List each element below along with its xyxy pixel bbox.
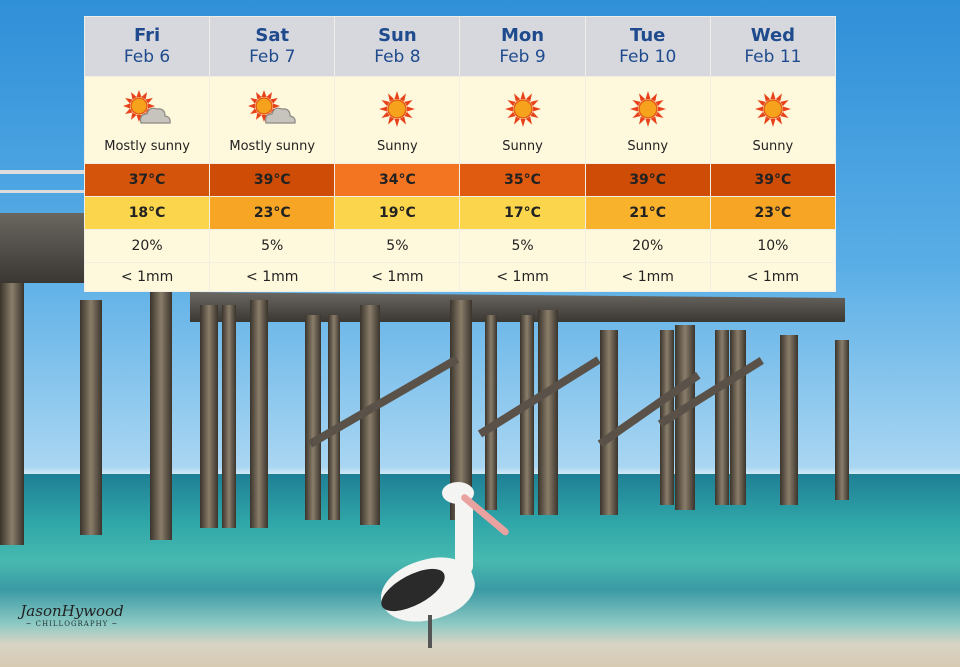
sun-cloud-icon [248,90,296,124]
day-name: Wed [750,24,796,46]
jetty-post [0,283,24,545]
max-temp: 37°C [83,163,211,197]
condition-cell: Sunny [334,76,461,164]
rain-chance: 20% [584,229,711,263]
rain-amount: < 1mm [459,262,586,292]
day-date: Feb 11 [744,46,802,67]
jetty-post [485,315,497,510]
day-header: Wed Feb 11 [709,16,837,77]
day-date: Feb 7 [249,46,296,67]
rain-amount: < 1mm [334,262,461,292]
day-date: Feb 6 [123,46,171,67]
condition-text: Mostly sunny [104,139,190,154]
rain-chance: 20% [83,229,211,263]
day-header: Sun Feb 8 [334,16,461,77]
jetty-post [835,340,849,500]
condition-cell: Mostly sunny [209,76,336,164]
day-header: Fri Feb 6 [83,16,211,77]
day-name: Fri [133,24,161,46]
min-temp: 19°C [334,196,461,230]
jetty-post [250,300,268,528]
jetty-post [675,325,695,510]
rain-chance: 5% [209,229,336,263]
condition-text: Sunny [377,139,418,154]
jetty-deck [0,213,84,283]
sun-icon [504,91,541,127]
min-temp: 17°C [459,196,586,230]
jetty-post [150,292,172,540]
day-header: Mon Feb 9 [459,16,586,77]
pelican-leg [428,615,432,648]
rain-chance: 5% [459,229,586,263]
max-temp: 35°C [459,163,586,197]
min-temp: 23°C [709,196,837,230]
day-header: Tue Feb 10 [584,16,711,77]
jetty-railing [0,170,84,174]
sun-icon [379,91,416,127]
rain-chance: 5% [334,229,461,263]
jetty-post [780,335,798,505]
jetty-post [200,305,218,528]
rain-chance: 10% [709,229,837,263]
day-date: Feb 10 [619,46,677,67]
min-temp: 23°C [209,196,336,230]
min-temp: 18°C [83,196,211,230]
condition-text: Sunny [752,139,794,154]
max-temp: 39°C [209,163,336,197]
jetty-post [80,300,102,535]
rain-amount: < 1mm [584,262,711,292]
condition-text: Sunny [502,139,543,154]
condition-text: Mostly sunny [229,139,316,154]
rain-amount: < 1mm [709,262,837,292]
day-name: Tue [630,24,666,46]
day-name: Sat [255,24,290,46]
jetty-post [600,330,618,515]
jetty-post [450,300,472,520]
condition-text: Sunny [627,139,669,154]
sun-icon [629,91,666,127]
forecast-table: Fri Feb 6 Sat Feb 7 Sun Feb 8 Mon Feb 9 Tue Feb 1… [83,16,837,292]
jetty-post [520,315,534,515]
day-header: Sat Feb 7 [209,16,336,77]
condition-cell: Sunny [459,76,586,164]
jetty-post [730,330,746,505]
condition-cell: Sunny [584,76,711,164]
pelican-neck [455,495,473,575]
day-name: Mon [501,24,545,46]
sun-cloud-icon [123,90,171,124]
watermark-logo: JasonHywood ~ CHILLOGRAPHY ~ [12,602,132,628]
watermark-name: JasonHywood [20,602,124,620]
sea [0,474,960,667]
jetty-post [360,305,380,525]
day-date: Feb 8 [374,46,421,67]
rain-amount: < 1mm [209,262,336,292]
max-temp: 34°C [334,163,461,197]
jetty-post [538,310,558,515]
condition-cell: Sunny [709,76,837,164]
day-name: Sun [378,24,417,46]
jetty-post [222,305,236,528]
jetty-post [715,330,729,505]
jetty-post [328,315,340,520]
jetty-deck [190,292,845,322]
sun-icon [754,91,791,127]
rain-amount: < 1mm [83,262,211,292]
min-temp: 21°C [584,196,711,230]
max-temp: 39°C [709,163,837,197]
jetty-railing [0,190,84,193]
watermark-tagline: ~ CHILLOGRAPHY ~ [25,620,119,628]
day-date: Feb 9 [499,46,546,67]
jetty-post [305,315,321,520]
condition-cell: Mostly sunny [83,76,211,164]
max-temp: 39°C [584,163,711,197]
